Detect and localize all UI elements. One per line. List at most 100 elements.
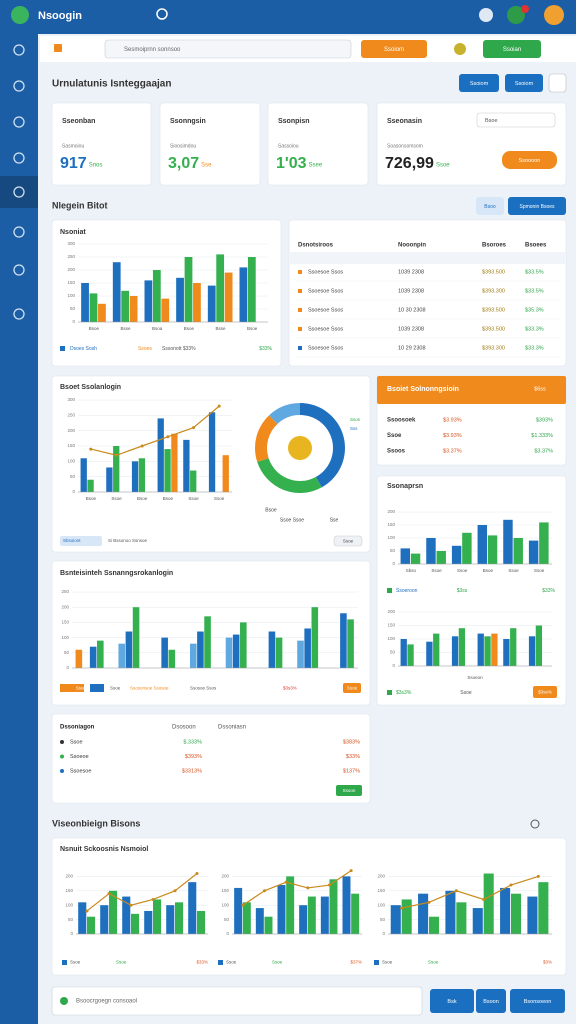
legend-label: Ssoe xyxy=(226,960,237,965)
chip xyxy=(60,536,102,546)
input[interactable] xyxy=(51,986,423,1016)
y-tick-label: 150 xyxy=(67,280,75,285)
dropdown[interactable] xyxy=(548,73,567,93)
avatar[interactable] xyxy=(544,5,564,25)
search-icon[interactable] xyxy=(156,8,168,20)
y-tick-label: 0 xyxy=(70,931,73,936)
bar xyxy=(168,649,176,668)
panel-title: Ssonaprsn xyxy=(387,483,423,490)
bar xyxy=(144,280,153,322)
bar xyxy=(109,890,118,934)
y-tick-label: 200 xyxy=(65,874,73,879)
bar xyxy=(131,913,140,934)
bar xyxy=(483,873,494,934)
point xyxy=(85,909,89,913)
bar xyxy=(436,551,446,564)
sidebar-icon[interactable] xyxy=(13,152,25,164)
kpi-subtitle: Sioosimdou xyxy=(170,143,196,149)
legend-label: Ssoes xyxy=(138,346,152,352)
button-label: Ssoiom xyxy=(515,81,534,87)
legend-label: Sss xyxy=(350,426,358,431)
button-label: Bsoo xyxy=(484,204,496,210)
legend-label: $3s3% xyxy=(283,686,297,691)
bar xyxy=(112,262,121,322)
search-icon[interactable] xyxy=(530,819,540,829)
button[interactable] xyxy=(483,40,541,58)
y-tick-label: 0 xyxy=(72,319,75,324)
point xyxy=(217,404,221,408)
bar xyxy=(80,458,87,492)
button[interactable] xyxy=(333,535,363,547)
y-tick-label: 100 xyxy=(61,635,69,640)
y-tick-label: 50 xyxy=(68,917,74,922)
point xyxy=(173,889,177,893)
point xyxy=(427,900,431,904)
sidebar-icon[interactable] xyxy=(13,226,25,238)
bar xyxy=(400,639,407,666)
legend-swatch xyxy=(90,684,104,692)
bar xyxy=(477,525,488,564)
point xyxy=(115,453,118,457)
sidebar-icon[interactable] xyxy=(13,264,25,276)
bar xyxy=(166,905,175,934)
sidebar-icon[interactable] xyxy=(13,80,25,92)
sidebar-icon[interactable] xyxy=(13,186,25,198)
point xyxy=(284,880,288,884)
point xyxy=(263,889,266,893)
y-tick-label: 100 xyxy=(221,902,229,907)
button[interactable] xyxy=(476,989,506,1013)
button[interactable] xyxy=(502,151,557,169)
toolbar-icon[interactable] xyxy=(54,44,62,52)
button-label: Ssoe xyxy=(343,539,354,544)
button[interactable] xyxy=(505,74,543,92)
legend-label: Sssonott $33% xyxy=(162,346,196,352)
button[interactable] xyxy=(336,785,362,796)
status-icon[interactable] xyxy=(507,6,525,24)
row-marker xyxy=(298,270,302,274)
button[interactable] xyxy=(533,686,557,698)
bar xyxy=(132,607,140,668)
sidebar-icon[interactable] xyxy=(13,308,25,320)
button[interactable] xyxy=(430,989,474,1013)
row-marker xyxy=(298,346,302,350)
axis-label: Ssoeon xyxy=(467,675,483,680)
notification-icon[interactable] xyxy=(479,8,493,22)
panel xyxy=(51,560,371,706)
table-cell: $383% xyxy=(343,739,360,745)
table-cell: 10 29 2308 xyxy=(398,345,426,351)
x-tick-label: Bsoe xyxy=(184,326,195,331)
kpi-delta: Ssoe xyxy=(436,163,450,169)
bar xyxy=(161,298,170,322)
y-tick-label: 250 xyxy=(61,589,69,594)
table-cell: Ssoesoe Ssos xyxy=(308,288,343,294)
legend-swatch xyxy=(62,960,67,965)
kpi-value: 917 xyxy=(60,155,87,172)
button[interactable] xyxy=(508,197,566,215)
y-tick-label: 0 xyxy=(66,665,69,670)
table-cell: Ssoesoe Ssos xyxy=(308,326,343,332)
section-title: Nlegein Bitot xyxy=(52,200,108,210)
sidebar-icon[interactable] xyxy=(13,44,25,56)
line xyxy=(401,875,539,909)
legend-label: Ssoe xyxy=(116,960,127,965)
donut-label: Sse xyxy=(330,517,339,523)
bar xyxy=(513,538,523,564)
x-tick-label: Bsoe xyxy=(247,326,258,331)
input[interactable] xyxy=(476,112,556,128)
button[interactable] xyxy=(476,197,504,215)
button[interactable] xyxy=(459,74,499,92)
bar xyxy=(183,439,190,492)
bar xyxy=(184,257,193,322)
bar xyxy=(190,470,197,492)
bar xyxy=(433,633,440,666)
button[interactable] xyxy=(343,683,361,693)
button[interactable] xyxy=(361,40,427,58)
button[interactable] xyxy=(510,989,565,1013)
bar xyxy=(138,458,146,492)
panel xyxy=(376,475,567,706)
x-tick-label: Bsoa xyxy=(152,326,163,331)
search-input[interactable] xyxy=(104,39,352,59)
legend-swatch xyxy=(374,960,379,965)
sidebar-icon[interactable] xyxy=(13,116,25,128)
status-badge xyxy=(521,5,529,13)
